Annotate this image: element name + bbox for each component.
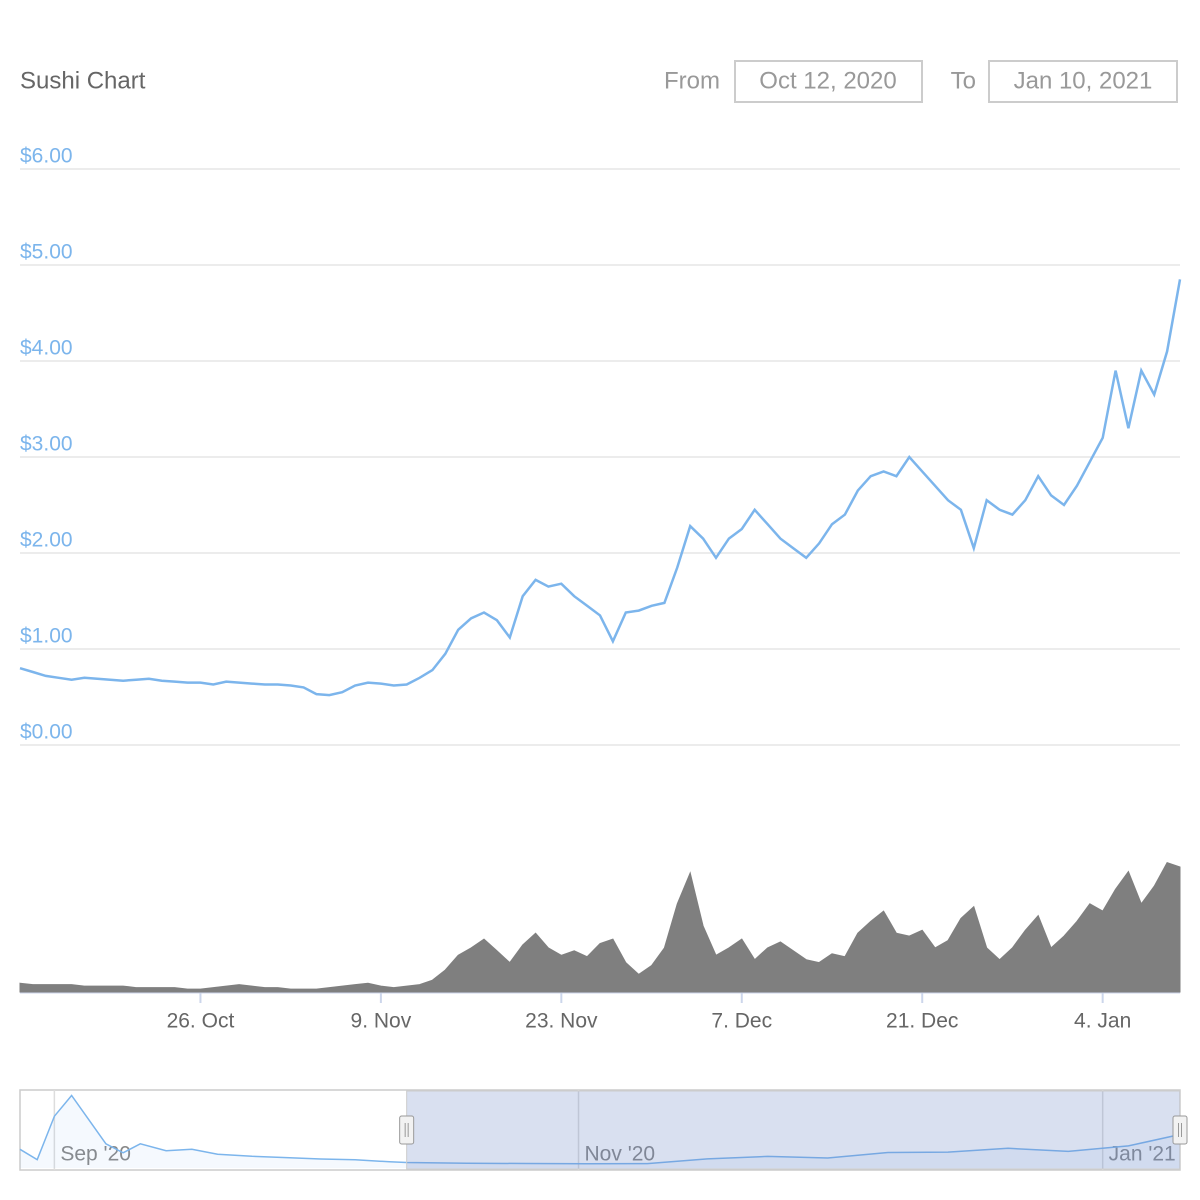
- x-tick-label: 4. Jan: [1074, 1010, 1131, 1033]
- volume-area: [19, 861, 1181, 993]
- x-tick-label: 9. Nov: [351, 1010, 412, 1033]
- navigator-tick-label: Nov '20: [585, 1143, 656, 1166]
- to-input[interactable]: [988, 60, 1178, 103]
- from-label: From: [664, 67, 720, 94]
- navigator-handle[interactable]: [1172, 1115, 1188, 1145]
- y-tick-label: $1.00: [20, 625, 73, 648]
- from-input[interactable]: [734, 60, 923, 103]
- price-line: [19, 279, 1182, 697]
- navigator-line: [19, 1094, 1181, 1165]
- navigator-area: [20, 1095, 1180, 1168]
- navigator-handle[interactable]: [399, 1115, 415, 1145]
- y-tick-label: $4.00: [20, 337, 73, 360]
- from-date: Oct 12, 2020: [759, 67, 896, 94]
- chart-title: Sushi Chart: [20, 67, 146, 94]
- y-tick-label: $2.00: [20, 529, 73, 552]
- x-tick-label: 7. Dec: [711, 1010, 772, 1033]
- navigator-tick-label: Jan '21: [1109, 1143, 1176, 1166]
- y-tick-label: $6.00: [20, 145, 73, 168]
- navigator-bg: [19, 1089, 1181, 1171]
- x-tick-label: 23. Nov: [525, 1010, 598, 1033]
- y-tick-label: $0.00: [20, 721, 73, 744]
- x-tick-label: 26. Oct: [167, 1010, 235, 1033]
- y-tick-label: $3.00: [20, 433, 73, 456]
- to-label: To: [951, 67, 976, 94]
- navigator-selection: [406, 1090, 1181, 1170]
- y-tick-label: $5.00: [20, 241, 73, 264]
- to-date: Jan 10, 2021: [1014, 67, 1153, 94]
- x-tick-label: 21. Dec: [886, 1010, 958, 1033]
